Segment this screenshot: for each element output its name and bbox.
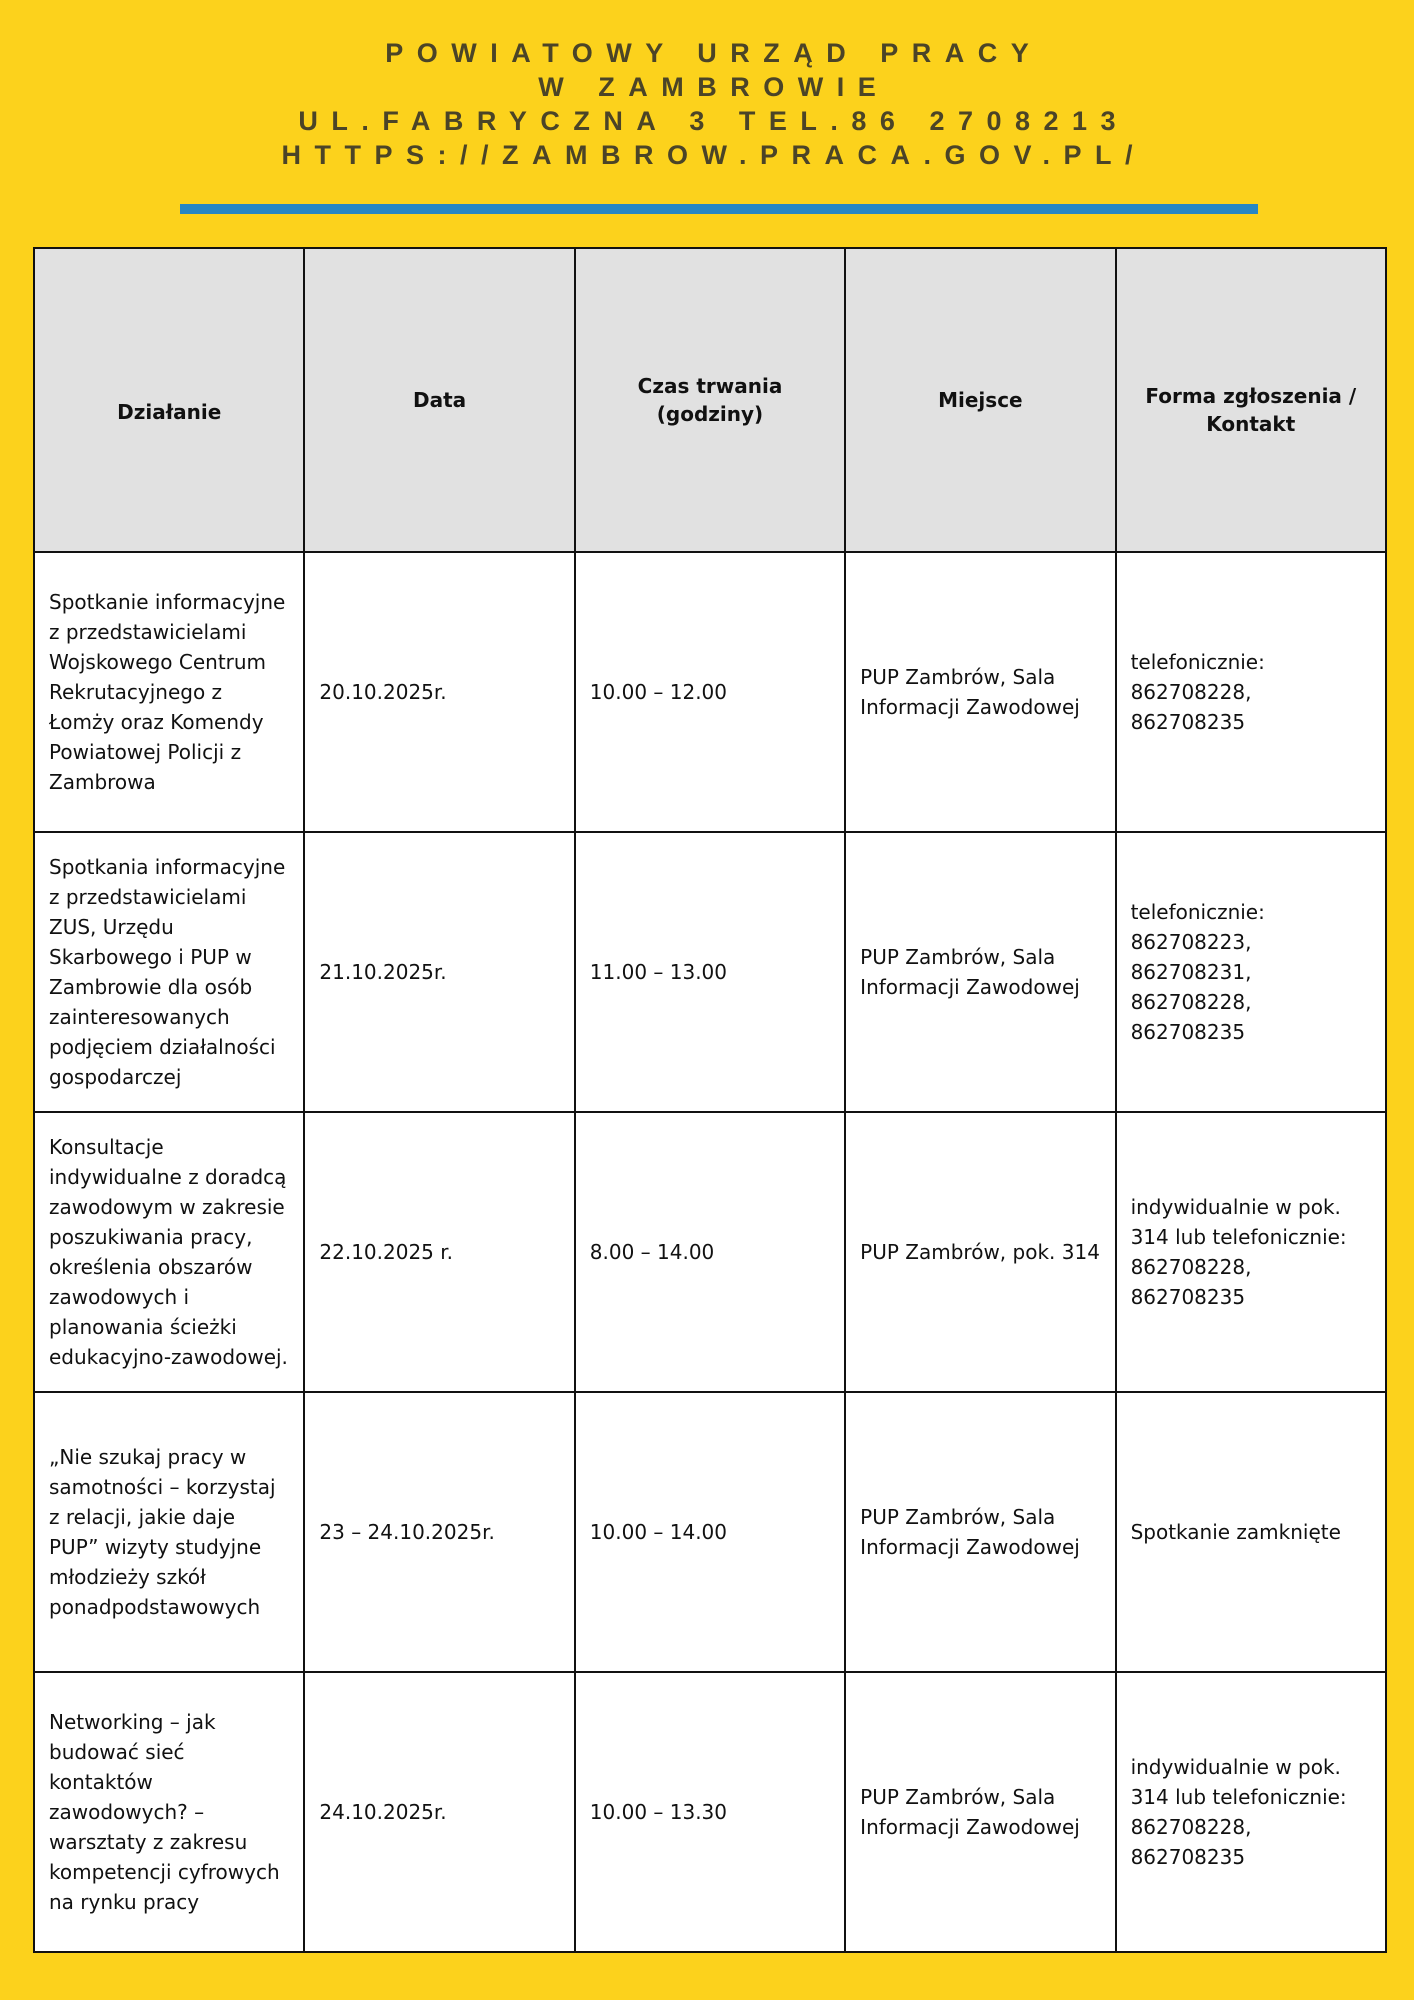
office-name: POWIATOWY URZĄD PRACY (385, 38, 1043, 68)
cell-activity: „Nie szukaj pracy w samotności – korzyst… (32, 1391, 306, 1673)
column-header-contact: Forma zgłoszenia / Kontakt (1114, 247, 1388, 553)
accent-divider (180, 204, 1258, 214)
cell-place: PUP Zambrów, pok. 314 (844, 1111, 1117, 1393)
cell-duration: 10.00 – 14.00 (573, 1391, 847, 1673)
cell-duration: 8.00 – 14.00 (573, 1111, 847, 1393)
cell-date: 23 – 24.10.2025r. (303, 1391, 576, 1673)
cell-activity: Konsultacje indywidualne z doradcą zawod… (32, 1111, 306, 1393)
cell-contact: indywidualnie w pok. 314 lub telefoniczn… (1114, 1671, 1388, 1953)
cell-place: PUP Zambrów, Sala Informacji Zawodowej (844, 1671, 1117, 1953)
column-header-place: Miejsce (844, 247, 1117, 553)
cell-place: PUP Zambrów, Sala Informacji Zawodowej (844, 831, 1117, 1113)
cell-activity: Spotkanie informacyjne z przedstawiciela… (32, 551, 306, 833)
cell-contact: indywidualnie w pok. 314 lub telefoniczn… (1114, 1111, 1388, 1393)
cell-contact: telefonicznie: 862708223, 862708231, 862… (1114, 831, 1388, 1113)
cell-contact: telefonicznie: 862708228, 862708235 (1114, 551, 1388, 833)
cell-duration: 10.00 – 12.00 (573, 551, 847, 833)
table-row: „Nie szukaj pracy w samotności – korzyst… (32, 1391, 1388, 1673)
table-row: Spotkanie informacyjne z przedstawiciela… (32, 551, 1388, 833)
cell-place: PUP Zambrów, Sala Informacji Zawodowej (844, 551, 1117, 833)
table-header-row: Działanie Data Czas trwania (godziny) Mi… (32, 247, 1388, 553)
cell-date: 22.10.2025 r. (303, 1111, 576, 1393)
cell-date: 20.10.2025r. (303, 551, 576, 833)
table-row: Konsultacje indywidualne z doradcą zawod… (32, 1111, 1388, 1393)
cell-activity: Spotkania informacyjne z przedstawiciela… (32, 831, 306, 1113)
column-header-duration: Czas trwania (godziny) (573, 247, 847, 553)
cell-contact: Spotkanie zamknięte (1114, 1391, 1388, 1673)
cell-date: 24.10.2025r. (303, 1671, 576, 1953)
office-header: POWIATOWY URZĄD PRACY W ZAMBROWIE UL.FAB… (0, 36, 1414, 172)
office-address: UL.FABRYCZNA 3 TEL.86 2708213 (298, 106, 1130, 136)
table-row: Spotkania informacyjne z przedstawiciela… (32, 831, 1388, 1113)
cell-date: 21.10.2025r. (303, 831, 576, 1113)
cell-activity: Networking – jak budować sieć kontaktów … (32, 1671, 306, 1953)
events-table: Działanie Data Czas trwania (godziny) Mi… (32, 247, 1388, 1953)
table-row: Networking – jak budować sieć kontaktów … (32, 1671, 1388, 1953)
office-website[interactable]: HTTPS://ZAMBROW.PRACA.GOV.PL/ (281, 140, 1146, 170)
cell-duration: 10.00 – 13.30 (573, 1671, 847, 1953)
office-city: W ZAMBROWIE (538, 72, 890, 102)
cell-duration: 11.00 – 13.00 (573, 831, 847, 1113)
column-header-activity: Działanie (32, 247, 306, 553)
column-header-date: Data (303, 247, 576, 553)
cell-place: PUP Zambrów, Sala Informacji Zawodowej (844, 1391, 1117, 1673)
